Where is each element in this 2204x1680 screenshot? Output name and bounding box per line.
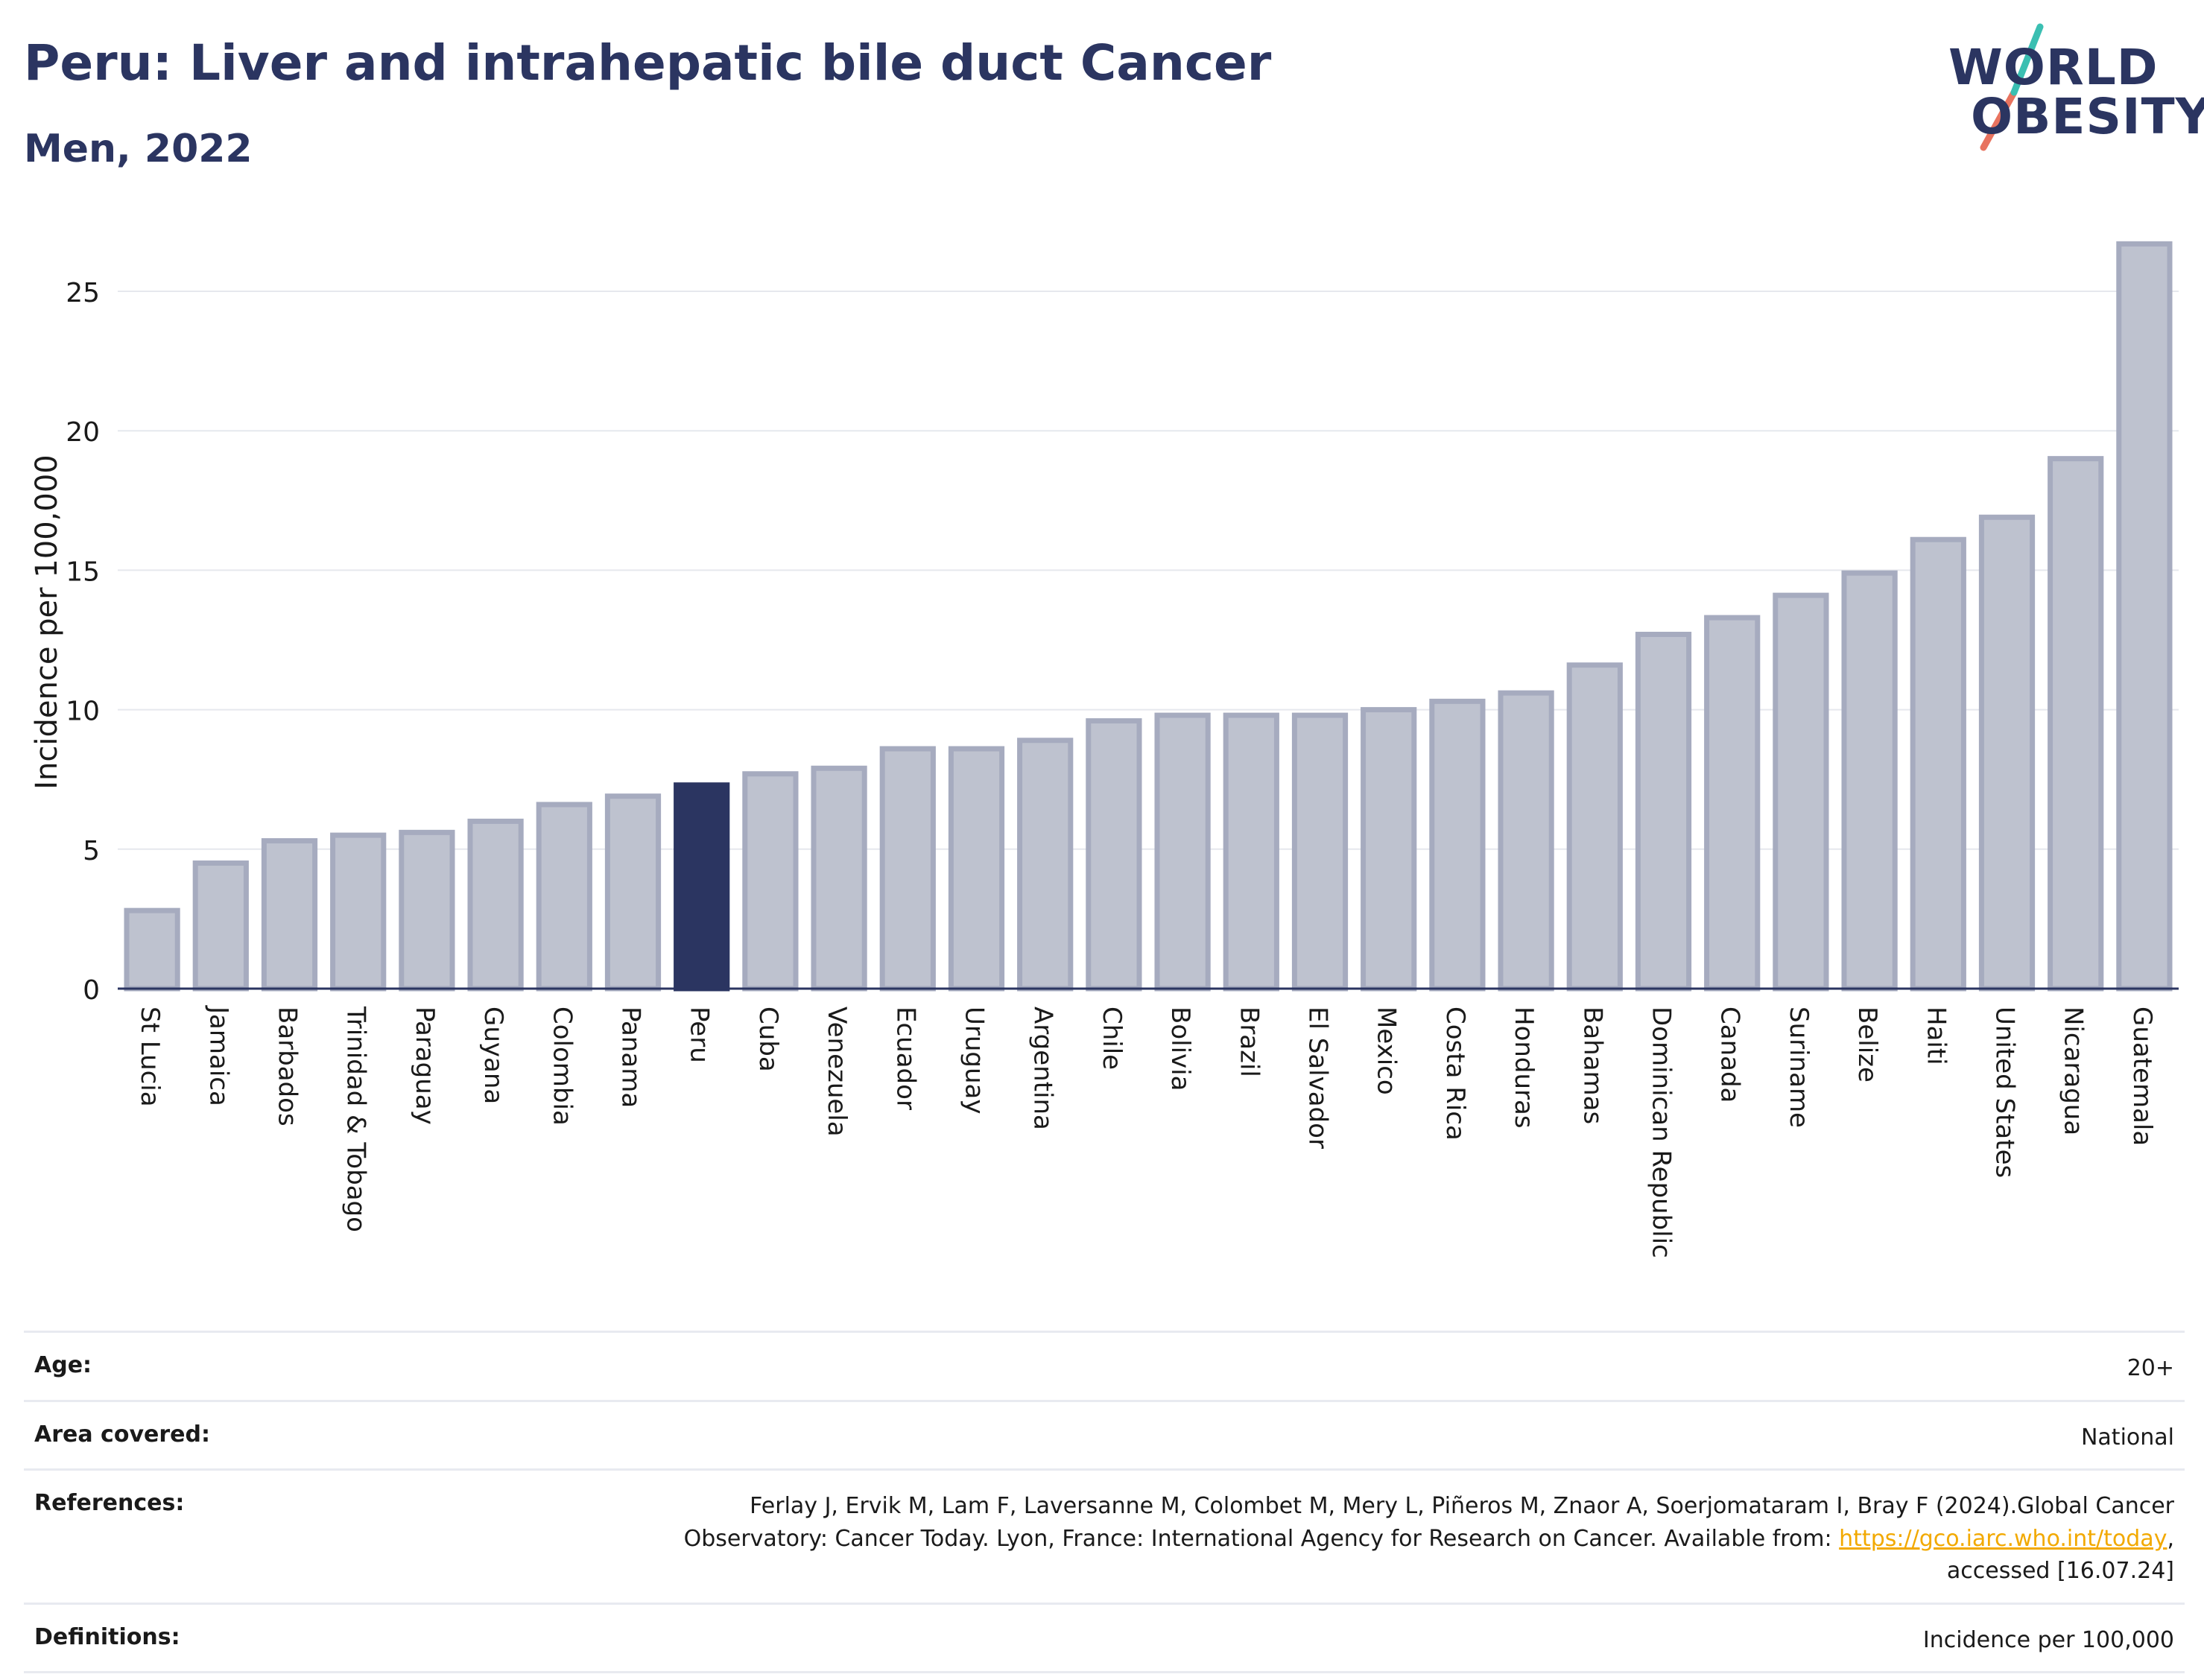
x-tick-label: Panama <box>616 1007 646 1108</box>
y-tick-label: 0 <box>83 975 100 1006</box>
x-tick-label: Bahamas <box>1577 1007 1607 1124</box>
bar-trinidad-tobago <box>330 832 387 992</box>
grid-lines <box>118 291 2179 850</box>
age-label: Age: <box>34 1352 92 1378</box>
bar-guyana <box>467 818 524 992</box>
bar-haiti <box>1910 536 1966 992</box>
bar-bolivia <box>1154 712 1211 992</box>
x-tick-label: Venezuela <box>822 1007 852 1137</box>
x-tick-label: Suriname <box>1784 1007 1814 1128</box>
bar-jamaica <box>192 860 249 992</box>
area-value: National <box>2080 1424 2174 1451</box>
x-tick-label: Costa Rica <box>1440 1007 1470 1141</box>
bar-peru <box>674 782 730 992</box>
info-row-references: References: Ferlay J, Ervik M, Lam F, La… <box>24 1468 2185 1603</box>
references-line2: Observatory: Cancer Today. Lyon, France:… <box>683 1525 1840 1552</box>
x-tick-label: Jamaica <box>203 1005 233 1106</box>
x-tick-label: Honduras <box>1509 1007 1539 1129</box>
bar-mexico <box>1361 707 1417 992</box>
bar-panama <box>604 793 662 992</box>
logo-text-world: WORLD <box>1948 39 2159 96</box>
page-subtitle: Men, 2022 <box>24 127 253 171</box>
x-tick-label: Uruguay <box>960 1007 989 1115</box>
x-tick-label: Colombia <box>547 1007 577 1126</box>
bars <box>124 241 2173 992</box>
references-line2-end: , <box>2167 1525 2174 1552</box>
info-table: Age: 20+ Area covered: National Referenc… <box>24 1331 2185 1673</box>
bar-venezuela <box>811 765 867 992</box>
y-tick-label: 25 <box>66 278 100 308</box>
bar-chart: 0 5 10 15 20 25 St Lucia Jamaica Barbados Trinida… <box>30 241 2179 1258</box>
info-row-age: Age: 20+ <box>24 1331 2185 1400</box>
bar-dominican-republic <box>1635 632 1692 992</box>
bar-chile <box>1086 718 1142 992</box>
world-obesity-logo: WORLD OBESITY <box>1937 22 2204 156</box>
bar-united-states <box>1978 514 2036 992</box>
x-tick-label: United States <box>1990 1007 2020 1178</box>
bar-argentina <box>1017 738 1074 992</box>
bar-belize <box>1841 570 1898 992</box>
bar-el-salvador <box>1291 712 1349 992</box>
bar-nicaragua <box>2048 456 2104 992</box>
x-tick-label: Chile <box>1097 1007 1127 1070</box>
logo-text-obesity: OBESITY <box>1971 88 2204 145</box>
x-tick-label: Canada <box>1715 1007 1745 1103</box>
y-tick-label: 5 <box>83 836 100 866</box>
y-tick-label: 15 <box>66 557 100 587</box>
x-tick-label: Mexico <box>1372 1007 1402 1095</box>
x-tick-label: Argentina <box>1028 1007 1058 1130</box>
area-label: Area covered: <box>34 1421 210 1448</box>
y-axis-label: Incidence per 100,000 <box>30 454 64 790</box>
bar-colombia <box>536 802 592 992</box>
x-tick-label: El Salvador <box>1303 1007 1333 1149</box>
y-tick-label: 10 <box>66 697 100 727</box>
references-line1: Ferlay J, Ervik M, Lam F, Laversanne M, … <box>750 1493 2174 1519</box>
x-tick-label: Belize <box>1852 1007 1882 1083</box>
references-value: Ferlay J, Ervik M, Lam F, Laversanne M, … <box>684 1490 2174 1588</box>
x-tick-label: St Lucia <box>135 1007 165 1107</box>
info-row-area: Area covered: National <box>24 1399 2185 1469</box>
bar-ecuador <box>879 746 936 992</box>
bar-costa-rica <box>1429 698 1486 992</box>
x-tick-label: Peru <box>685 1007 715 1063</box>
bar-honduras <box>1498 690 1554 992</box>
definitions-label: Definitions: <box>34 1623 180 1650</box>
definitions-value: Incidence per 100,000 <box>1922 1626 2174 1653</box>
x-tick-label: Dominican Republic <box>1647 1007 1676 1258</box>
x-tick-label: Trinidad & Tobago <box>341 1006 371 1232</box>
bar-st-lucia <box>124 907 180 992</box>
references-line3: accessed [16.07.24] <box>1946 1558 2174 1584</box>
x-tick-label: Ecuador <box>890 1007 920 1110</box>
x-tick-label: Paraguay <box>410 1007 440 1125</box>
x-tick-label: Bolivia <box>1165 1007 1195 1091</box>
bar-bahamas <box>1566 662 1623 992</box>
x-tick-label: Guatemala <box>2127 1007 2157 1146</box>
bar-brazil <box>1223 712 1279 992</box>
age-value: 20+ <box>2127 1355 2174 1381</box>
bar-paraguay <box>399 829 455 992</box>
references-link[interactable]: https://gco.iarc.who.int/today <box>1839 1525 2167 1552</box>
y-tick-label: 20 <box>66 417 100 448</box>
x-tick-label: Cuba <box>753 1007 783 1072</box>
x-tick-label: Guyana <box>478 1007 508 1104</box>
info-row-definitions: Definitions: Incidence per 100,000 <box>24 1602 2185 1673</box>
bar-barbados <box>261 838 318 992</box>
bar-suriname <box>1773 592 1829 992</box>
logo-slash-icon <box>1980 23 2044 151</box>
x-tick-label: Barbados <box>273 1007 303 1126</box>
page-title: Peru: Liver and intrahepatic bile duct C… <box>24 34 1272 92</box>
bar-cuba <box>742 771 799 992</box>
references-label: References: <box>34 1490 185 1516</box>
bar-canada <box>1704 615 1761 992</box>
bar-guatemala <box>2116 241 2173 992</box>
x-tick-label: Haiti <box>1921 1007 1951 1065</box>
axes: 0 5 10 15 20 25 St Lucia Jamaica Barbados Trinida… <box>66 278 2179 1258</box>
x-tick-label: Brazil <box>1234 1007 1264 1077</box>
x-tick-label: Nicaragua <box>2059 1007 2089 1135</box>
bar-uruguay <box>948 746 1005 992</box>
